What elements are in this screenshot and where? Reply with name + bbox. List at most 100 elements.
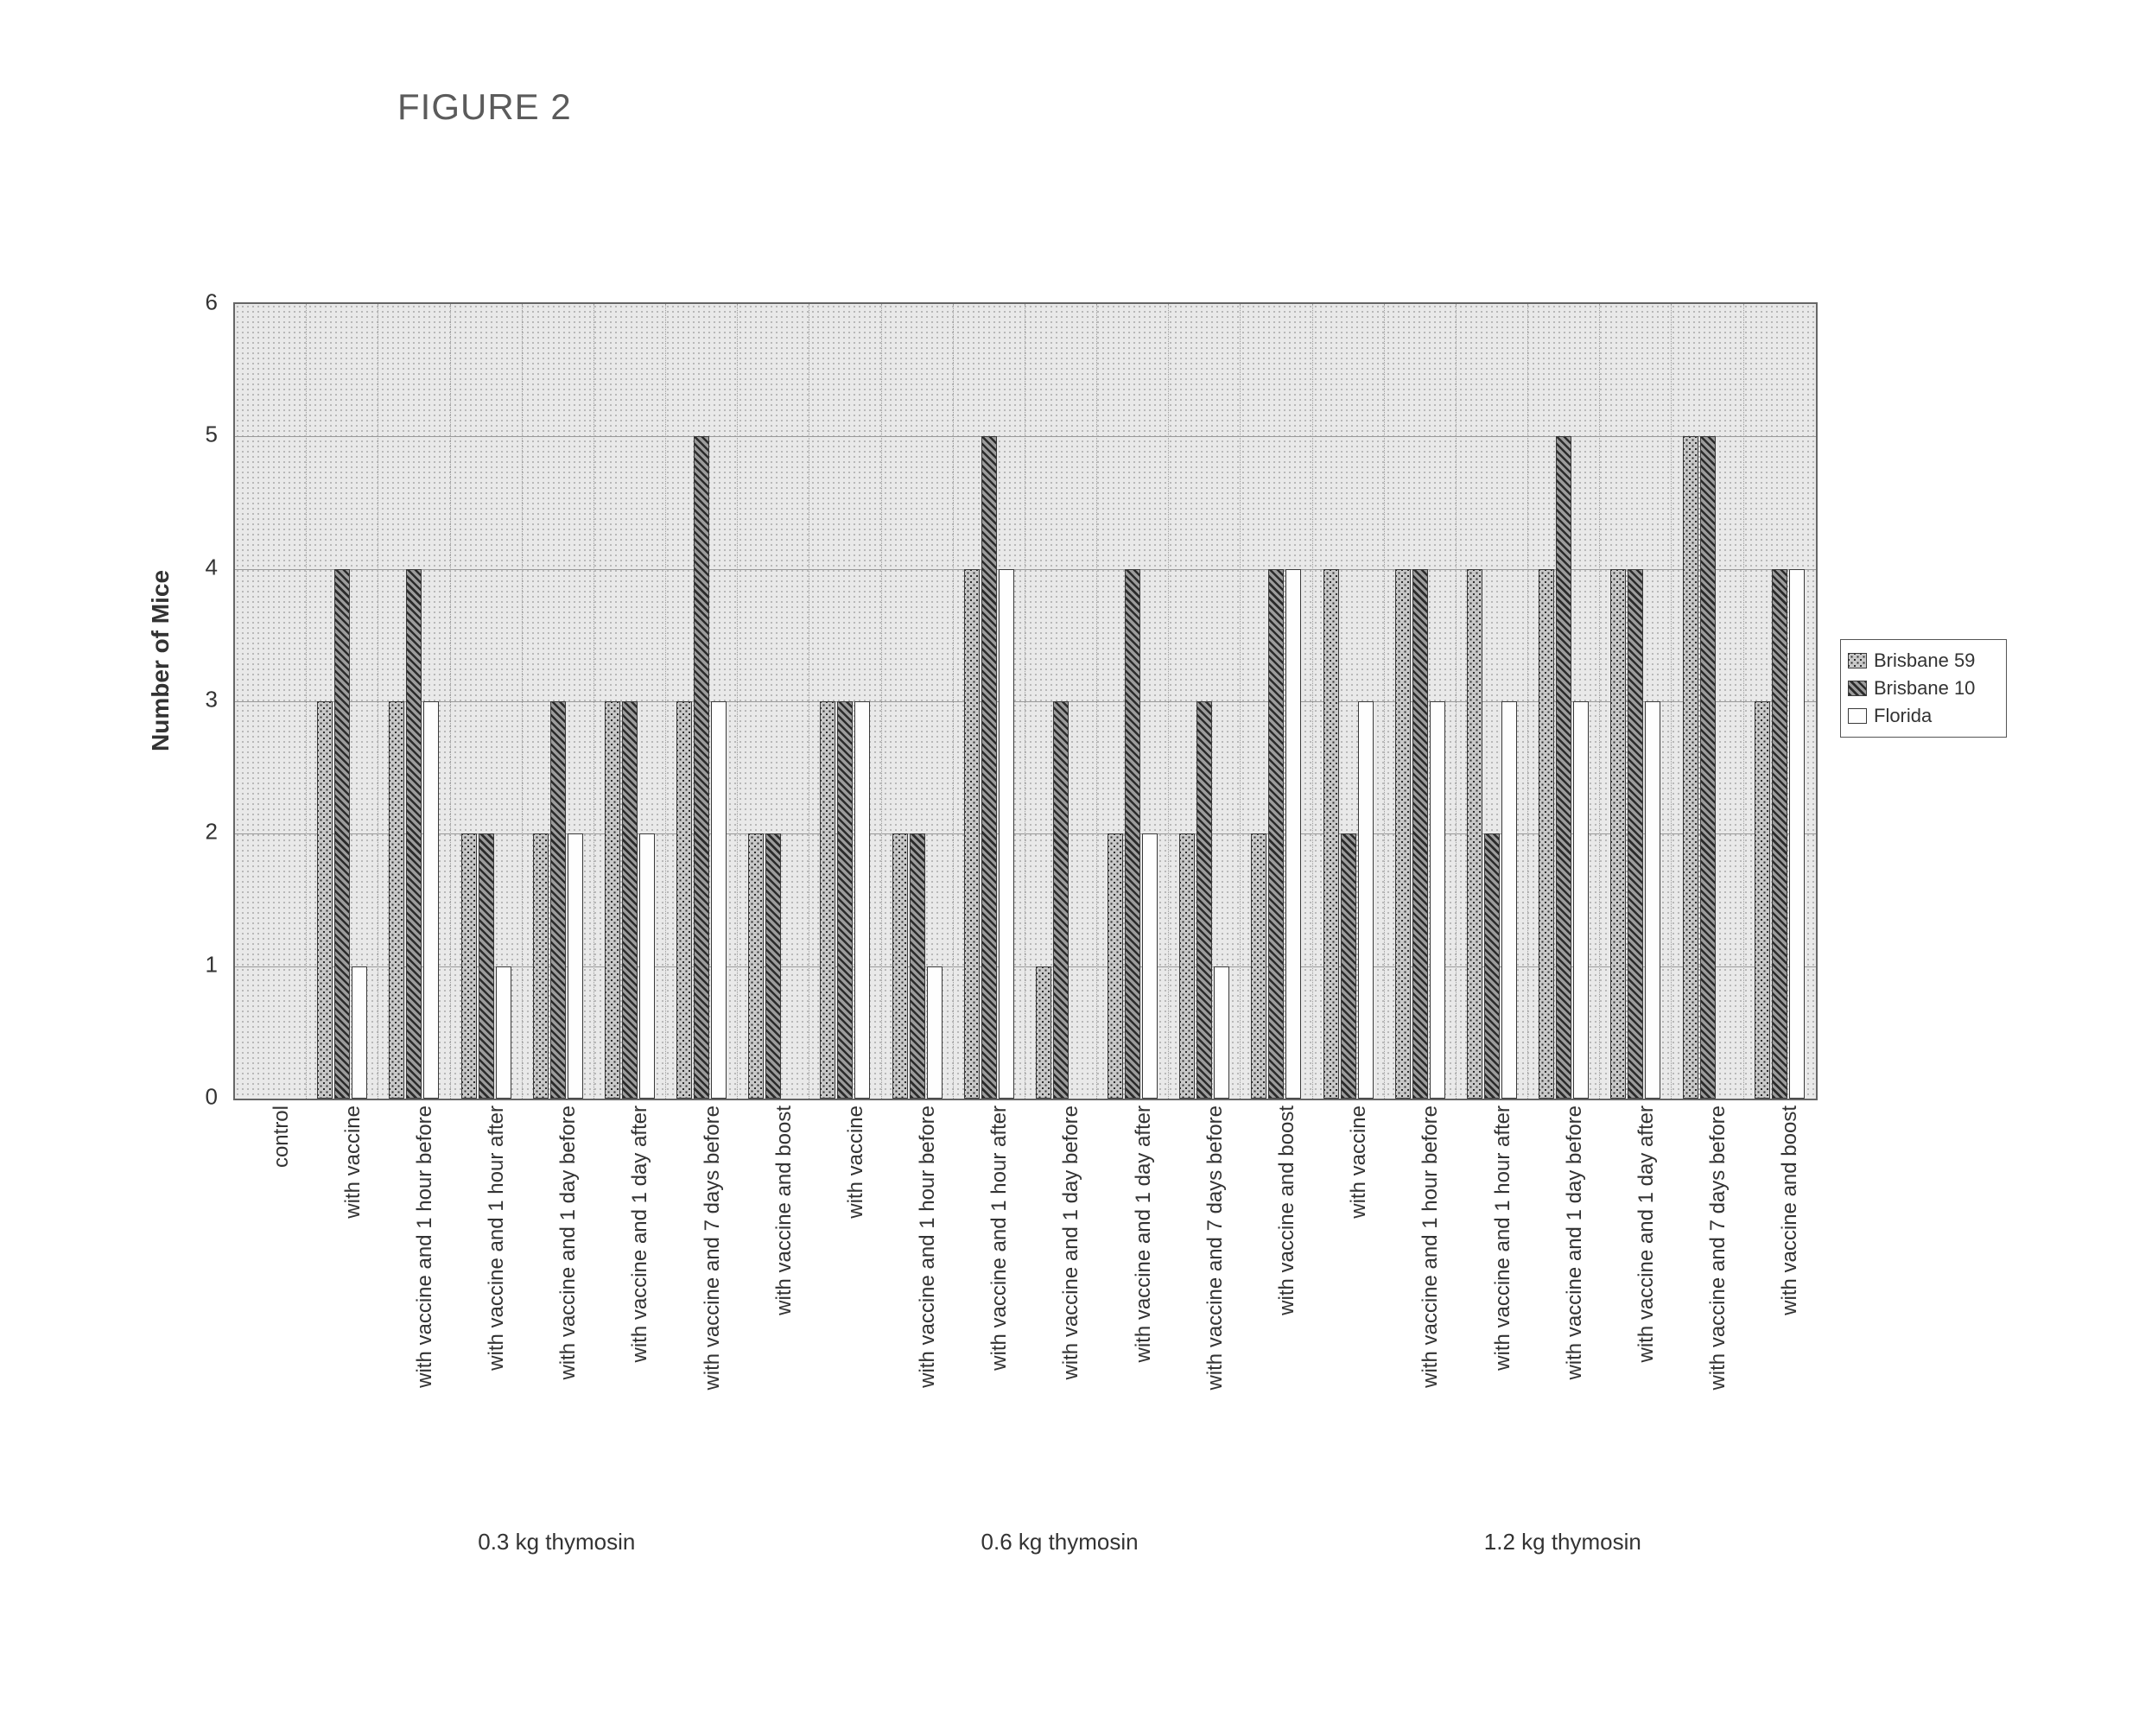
bar-fl [711, 701, 727, 1099]
bar-group [235, 304, 307, 1099]
bar-b10 [1125, 569, 1140, 1099]
bar-b10 [910, 833, 925, 1099]
x-axis-group-labels: 0.3 kg thymosin0.6 kg thymosin1.2 kg thy… [233, 1529, 1814, 1555]
bar-b10 [1484, 833, 1500, 1099]
x-tick-label: with vaccine and 1 day before [556, 1106, 581, 1380]
x-tick-label: with vaccine and boost [772, 1106, 797, 1315]
bar-b59 [389, 701, 404, 1099]
x-label-cell: control [233, 1106, 305, 1511]
bar-b59 [748, 833, 764, 1099]
bar-fl [1501, 701, 1517, 1099]
bar-fl [999, 569, 1014, 1099]
bar-fl [1285, 569, 1301, 1099]
x-tick-label: with vaccine and 7 days before [1203, 1106, 1228, 1391]
y-axis-ticks: 0123456 [190, 302, 225, 1097]
bar-group [1313, 304, 1385, 1099]
bar-group [594, 304, 666, 1099]
bar-group [523, 304, 594, 1099]
x-tick-label: with vaccine [844, 1106, 868, 1219]
bar-group [1457, 304, 1528, 1099]
bar-group [809, 304, 881, 1099]
legend-swatch-icon [1848, 681, 1867, 696]
bar-b59 [1179, 833, 1195, 1099]
bar-group [1600, 304, 1672, 1099]
bar-b10 [1772, 569, 1787, 1099]
x-tick-label: with vaccine and 7 days before [701, 1106, 725, 1391]
legend-swatch-icon [1848, 708, 1867, 724]
bar-b59 [1683, 436, 1698, 1099]
legend-label: Brisbane 59 [1874, 649, 1975, 672]
bar-group [1528, 304, 1600, 1099]
bar-fl [1573, 701, 1589, 1099]
x-label-cell: with vaccine and 1 hour after [1455, 1106, 1526, 1511]
x-label-cell: with vaccine and boost [1742, 1106, 1814, 1511]
y-tick-label: 3 [206, 687, 218, 713]
bar-b59 [1395, 569, 1411, 1099]
x-label-cell: with vaccine and 1 hour before [880, 1106, 952, 1511]
x-label-cell: with vaccine and 1 day after [1598, 1106, 1670, 1511]
bar-b10 [1268, 569, 1284, 1099]
bar-b10 [1628, 569, 1643, 1099]
bar-group [451, 304, 523, 1099]
x-label-cell: with vaccine and 1 hour after [449, 1106, 521, 1511]
bar-b59 [1755, 701, 1770, 1099]
bar-fl [1358, 701, 1374, 1099]
legend-label: Brisbane 10 [1874, 677, 1975, 700]
bar-b10 [981, 436, 997, 1099]
legend-item: Brisbane 10 [1848, 675, 1999, 702]
x-tick-label: with vaccine and 1 day after [628, 1106, 652, 1363]
bar-fl [854, 701, 870, 1099]
x-label-cell: with vaccine and 7 days before [1167, 1106, 1239, 1511]
bar-b59 [676, 701, 692, 1099]
x-tick-label: with vaccine and 1 hour before [916, 1106, 940, 1388]
bar-b10 [837, 701, 853, 1099]
bar-b59 [317, 701, 333, 1099]
x-tick-label: with vaccine and 1 day before [1059, 1106, 1083, 1380]
bar-group [882, 304, 954, 1099]
bar-fl [1430, 701, 1445, 1099]
bar-b59 [964, 569, 980, 1099]
major-group-label: 0.6 kg thymosin [808, 1529, 1311, 1555]
bar-fl [1142, 833, 1158, 1099]
bar-group [378, 304, 450, 1099]
bar-b59 [1251, 833, 1266, 1099]
x-label-cell: with vaccine and 7 days before [1670, 1106, 1742, 1511]
x-tick-label: with vaccine and 1 hour after [1491, 1106, 1515, 1371]
x-label-cell: with vaccine and 1 day before [1024, 1106, 1095, 1511]
bar-b10 [479, 833, 494, 1099]
x-label-cell: with vaccine and 1 day before [521, 1106, 593, 1511]
x-label-cell: with vaccine and 1 day after [1095, 1106, 1167, 1511]
x-label-cell: with vaccine and 1 day before [1526, 1106, 1598, 1511]
bar-b59 [1036, 966, 1051, 1099]
major-group-label [233, 1529, 305, 1555]
bar-group [1097, 304, 1169, 1099]
bar-b10 [694, 436, 709, 1099]
legend-item: Florida [1848, 702, 1999, 730]
x-tick-label: with vaccine and 1 hour after [485, 1106, 509, 1371]
bar-group [666, 304, 738, 1099]
bar-b10 [334, 569, 350, 1099]
bar-b59 [1108, 833, 1123, 1099]
bar-fl [1789, 569, 1805, 1099]
bar-b10 [1053, 701, 1069, 1099]
bar-b10 [1700, 436, 1716, 1099]
bar-b59 [1467, 569, 1482, 1099]
bar-b59 [820, 701, 835, 1099]
bar-b10 [1196, 701, 1212, 1099]
major-group-label: 1.2 kg thymosin [1311, 1529, 1814, 1555]
x-tick-label: control [270, 1106, 294, 1168]
y-tick-label: 5 [206, 421, 218, 448]
bar-fl [1214, 966, 1229, 1099]
x-axis-labels: control with vaccine with vaccine and 1 ho… [233, 1106, 1814, 1511]
bar-group [1672, 304, 1743, 1099]
chart-container: Number of Mice 0123456 controlwith vacci… [138, 302, 2004, 1684]
y-tick-label: 1 [206, 951, 218, 978]
bar-fl [1645, 701, 1660, 1099]
bar-b59 [1323, 569, 1339, 1099]
x-label-cell: with vaccine [305, 1106, 377, 1511]
bar-fl [568, 833, 583, 1099]
x-label-cell: with vaccine and 1 hour before [1383, 1106, 1455, 1511]
legend-label: Florida [1874, 705, 1932, 727]
x-label-cell: with vaccine and 1 hour after [952, 1106, 1024, 1511]
x-tick-label: with vaccine and 1 hour before [1419, 1106, 1443, 1388]
